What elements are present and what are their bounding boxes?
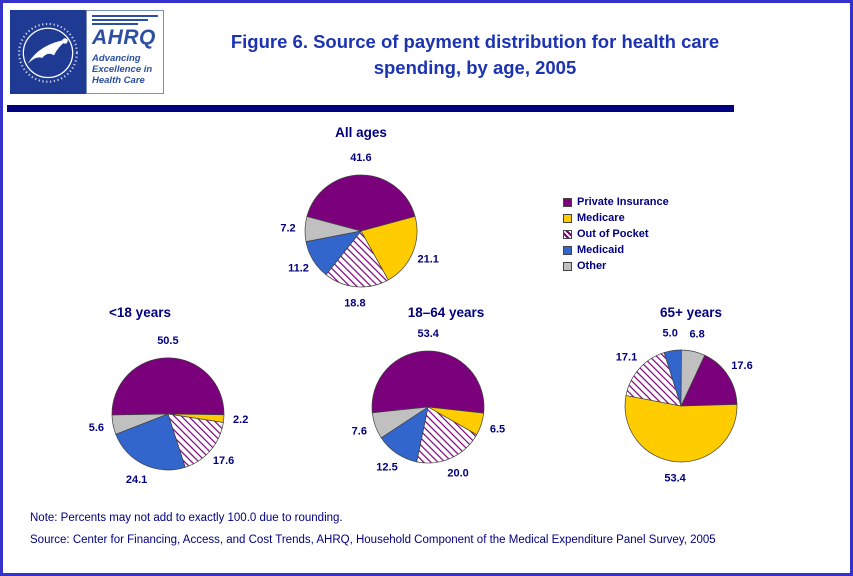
slice-value-label: 50.5 [157,335,178,347]
slice-value-label: 7.6 [352,426,367,438]
slice-value-label: 17.6 [213,455,234,467]
legend-label: Out of Pocket [577,228,649,240]
ahrq-tagline-line: Excellence in [92,64,153,76]
pie-slice-other [680,349,706,407]
legend-swatch [563,261,572,271]
legend-swatch [563,245,572,255]
slice-value-label: 7.2 [280,222,295,234]
slice-value-label: 5.0 [663,328,678,340]
pie-title-65-plus: 65+ years [660,305,722,320]
slice-value-label: 2.2 [233,414,248,426]
slice-value-label: 5.6 [89,422,104,434]
pie-slice-private-insurance [680,354,738,407]
pie-slice-private-insurance [306,174,416,232]
slice-value-label: 17.6 [731,360,752,372]
legend-item-medicaid: Medicaid [563,242,669,258]
pie-slice-other [111,413,169,435]
pie-slice-out-of-pocket [416,406,478,464]
legend-label: Medicaid [577,244,625,256]
legend: Private Insurance Medicare Out of Pocket… [563,194,669,274]
pie-chart-under-18: 50.5 2.2 17.6 24.1 5.6 [89,335,249,486]
pie-title-under-18: <18 years [109,305,171,320]
legend-item-private-insurance: Private Insurance [563,194,669,210]
slice-value-label: 17.1 [616,351,637,363]
legend-label: Private Insurance [577,196,669,208]
ahrq-tagline: Advancing Excellence in Health Care [92,53,158,87]
logo-block: AHRQ Advancing Excellence in Health Care [10,10,164,94]
slice-value-label: 20.0 [447,467,468,479]
ahrq-tagline-line: Health Care [92,75,145,87]
slice-value-label: 24.1 [126,474,147,486]
pie-slice-medicare [624,395,738,463]
pie-slice-out-of-pocket [167,413,224,468]
pie-title-all-ages: All ages [335,125,387,140]
slice-value-label: 53.4 [664,473,686,485]
pie-slice-out-of-pocket [625,352,682,407]
slice-value-label: 21.1 [417,253,438,265]
header-divider [7,105,734,112]
pie-chart-18-64: 53.4 6.5 20.0 12.5 7.6 [352,328,505,480]
slice-value-label: 41.6 [350,152,371,164]
legend-item-out-of-pocket: Out of Pocket [563,226,669,242]
legend-item-medicare: Medicare [563,210,669,226]
figure-title-line-1: Figure 6. Source of payment distribution… [230,31,720,52]
legend-swatch [563,229,572,239]
ahrq-logo-lines-icon [92,15,158,25]
pie-chart-65-plus: 17.6 53.4 17.1 5.0 6.8 [616,328,753,485]
hhs-logo [10,10,86,94]
slice-value-label: 11.2 [288,263,309,275]
slice-value-label: 53.4 [417,328,439,340]
pie-slice-other [371,406,429,439]
figure-title: Figure 6. Source of payment distribution… [173,29,777,82]
legend-label: Other [577,260,607,272]
ahrq-logo-acronym: AHRQ [92,26,156,49]
pie-slice-private-insurance [111,357,225,416]
pie-slice-medicaid [115,413,186,471]
hhs-eagle-icon [18,22,78,83]
ahrq-tagline-line: Advancing [92,53,141,64]
pie-slice-private-insurance [371,350,485,414]
legend-swatch [563,213,572,223]
pie-slice-other [304,216,362,243]
ahrq-logo: AHRQ Advancing Excellence in Health Care [86,10,164,94]
slice-value-label: 6.5 [490,423,505,435]
legend-label: Medicare [577,212,625,224]
slice-value-label: 12.5 [376,461,397,473]
slice-value-label: 6.8 [689,329,704,341]
pie-slice-out-of-pocket [325,230,389,288]
note-text: Note: Percents may not add to exactly 10… [30,512,343,524]
pie-slice-medicare [360,215,418,281]
pie-title-18-64: 18–64 years [407,305,485,320]
legend-swatch [563,197,572,207]
slice-value-label: 18.8 [344,298,365,310]
pie-chart-all-ages: 41.6 21.1 18.8 11.2 7.2 [280,152,439,310]
figure-title-line-2: spending, by age, 2005 [373,57,577,79]
legend-item-other: Other [563,258,669,274]
source-text: Source: Center for Financing, Access, an… [30,534,716,546]
